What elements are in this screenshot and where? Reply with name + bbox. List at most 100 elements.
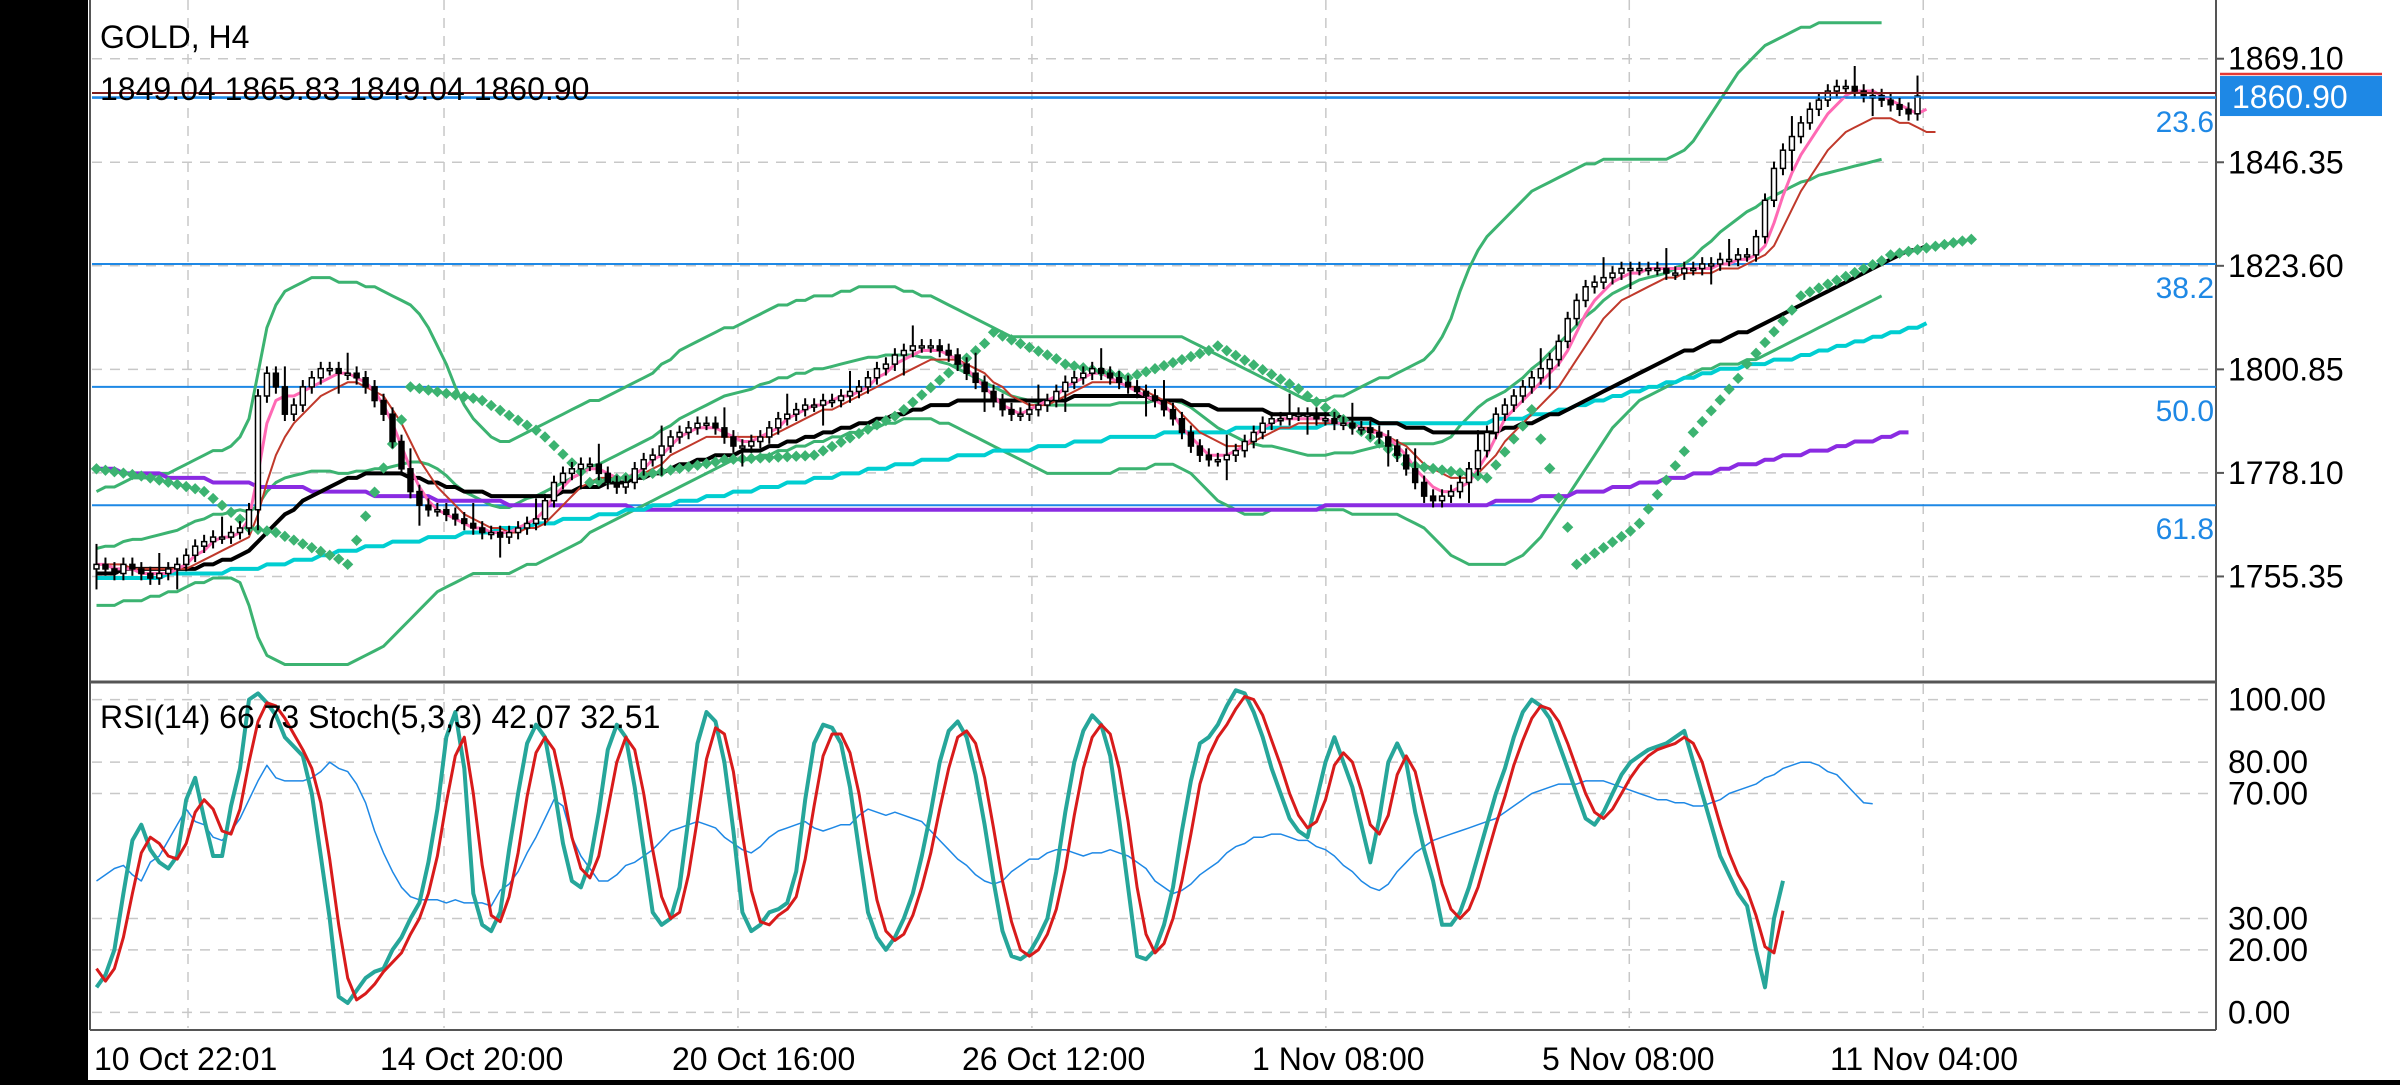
sar-dot — [1588, 547, 1601, 559]
sar-dot — [395, 414, 408, 426]
sar-dot — [1041, 349, 1054, 361]
candle-bear — [1411, 468, 1419, 484]
sar-dot — [1185, 350, 1197, 363]
time-tick-label: 11 Nov 04:00 — [1830, 1041, 2018, 1077]
sar-dot — [673, 462, 686, 475]
candle-bull — [810, 404, 818, 408]
candle-bull — [514, 527, 522, 534]
candle-bear — [407, 468, 414, 493]
candle-bull — [344, 372, 351, 376]
sar-dot — [709, 456, 722, 468]
sar-dot — [216, 499, 228, 512]
candle-bear — [954, 354, 961, 365]
sar-dot — [1274, 373, 1287, 385]
time-tick-label: 1 Nov 08:00 — [1252, 1041, 1425, 1077]
sar-dot — [1822, 278, 1834, 290]
candle-bull — [1519, 386, 1527, 397]
candle-bull — [882, 363, 890, 370]
candle-bull — [1456, 481, 1464, 493]
candle-bear — [604, 472, 612, 484]
candle-bull — [792, 408, 800, 415]
candle-bull — [1564, 317, 1571, 343]
current-price-label: 1860.90 — [2232, 79, 2348, 115]
candle-bear — [380, 399, 387, 415]
candle-bull — [550, 481, 558, 502]
candle-bull — [667, 436, 674, 447]
sar-dot — [180, 480, 192, 493]
sar-dot — [1947, 237, 1960, 249]
candle-bear — [1851, 85, 1858, 92]
candle-bull — [1232, 449, 1239, 456]
candle-bear — [479, 527, 486, 534]
candle-bull — [1071, 377, 1078, 384]
sar-dot — [1831, 274, 1843, 286]
candle-bear — [129, 563, 136, 570]
sar-dot — [826, 440, 838, 453]
candle-bull — [1806, 108, 1814, 124]
candle-bear — [712, 422, 719, 429]
candle-bear — [138, 568, 145, 575]
candle-bull — [236, 527, 244, 534]
axis-labels: 1869.10 1846.35 1823.60 1800.85 1778.10 1755.… — [94, 41, 2344, 1077]
candle-bull — [308, 377, 315, 388]
sar-dot — [1068, 360, 1080, 372]
candle-bull — [873, 367, 881, 379]
candle-bull — [1582, 285, 1589, 302]
sar-dot — [1131, 369, 1143, 381]
candle-bull — [1627, 267, 1634, 272]
candle-bull — [855, 386, 863, 393]
candle-bull — [1752, 235, 1760, 256]
sar-dot — [1938, 238, 1951, 251]
candle-bull — [1286, 413, 1293, 420]
sar-dot — [691, 459, 704, 471]
candle-bull — [1089, 367, 1096, 374]
candle-bear — [613, 481, 620, 488]
candle-bull — [1214, 458, 1222, 463]
candle-bear — [470, 522, 477, 529]
candle-bull — [93, 563, 100, 570]
sar-dot — [1920, 242, 1933, 254]
candle-bull — [1322, 417, 1329, 422]
candle-bull — [703, 422, 710, 427]
candle-bear — [443, 509, 450, 516]
sar-dot — [297, 538, 309, 550]
candle-bear — [1331, 417, 1338, 425]
candle-bull — [1501, 404, 1509, 415]
sar-dot — [1499, 446, 1511, 458]
candle-bull — [1842, 85, 1849, 90]
candle-bear — [335, 367, 342, 374]
grid — [92, 0, 2224, 1028]
candle-bull — [891, 354, 899, 365]
sar-dot — [1005, 334, 1018, 346]
candle-bull — [1295, 413, 1302, 417]
sar-dot — [745, 452, 757, 465]
candle-bear — [1124, 381, 1132, 388]
candle-bear — [353, 372, 360, 379]
sar-dot — [1893, 247, 1906, 259]
sar-dot — [1651, 488, 1664, 501]
candle-bear — [452, 513, 459, 520]
candle-bull — [1779, 149, 1787, 170]
candle-bull — [1600, 276, 1607, 283]
candle-bear — [1178, 417, 1186, 434]
candle-bear — [1097, 367, 1105, 374]
sar-dot — [584, 476, 596, 489]
sar-dot — [342, 558, 354, 571]
sar-dot — [1804, 286, 1816, 298]
sar-dot — [1777, 315, 1789, 327]
sar-dot — [1436, 464, 1448, 476]
candle-bull — [1537, 367, 1544, 379]
sar-dot — [853, 427, 865, 440]
sar-dot — [306, 542, 318, 554]
candle-bull — [1546, 358, 1553, 370]
osc-level-label: 100.00 — [2228, 682, 2326, 718]
candle-bull — [828, 399, 836, 404]
sar-dot — [862, 423, 874, 435]
candle-bull — [1618, 267, 1625, 274]
sar-dot — [368, 486, 381, 498]
sar-dot — [377, 462, 390, 474]
candle-bear — [1151, 395, 1159, 402]
sar-dot — [539, 431, 551, 443]
